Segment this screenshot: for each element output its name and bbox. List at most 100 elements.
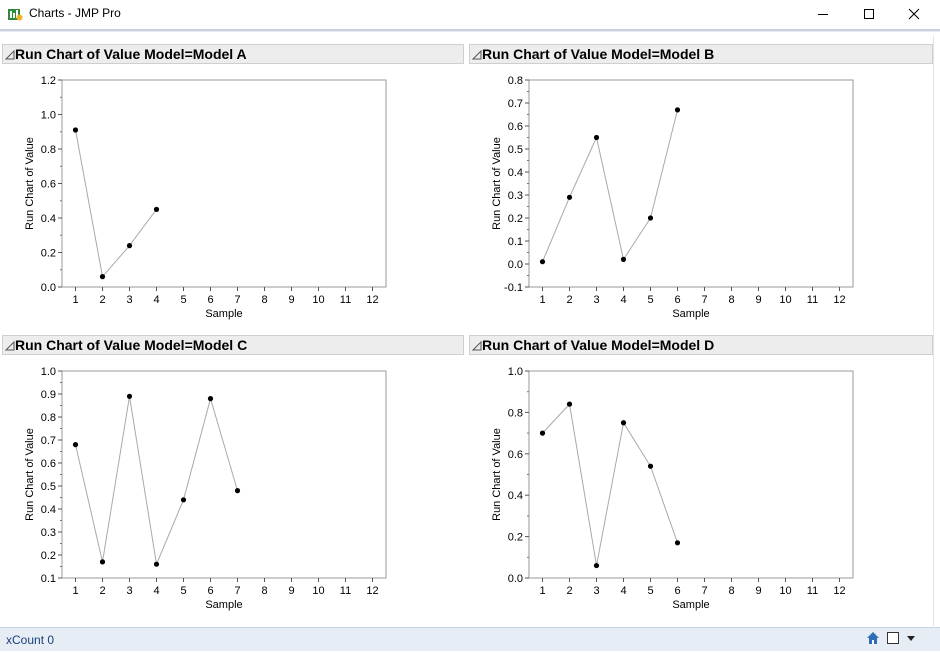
- plot-frame: [61, 79, 387, 288]
- x-tick-label: 5: [647, 294, 653, 306]
- data-point: [593, 562, 600, 569]
- data-point: [234, 488, 241, 494]
- data-point: [153, 561, 160, 567]
- panel-header-model-c[interactable]: Run Chart of Value Model=Model C: [2, 335, 464, 355]
- close-button[interactable]: [891, 0, 937, 28]
- x-tick-label: 5: [647, 585, 653, 597]
- panel-title: Run Chart of Value Model=Model C: [15, 337, 248, 353]
- data-point: [99, 559, 106, 565]
- x-tick-label: 10: [312, 585, 324, 597]
- dropdown-arrow-icon[interactable]: [906, 631, 916, 645]
- x-tick-label: 11: [807, 294, 818, 306]
- x-tick-label: 8: [261, 294, 267, 306]
- y-tick-label: 0.8: [508, 407, 523, 419]
- x-tick-label: 9: [288, 294, 294, 306]
- x-tick-label: 10: [779, 585, 791, 597]
- x-tick-label: 9: [755, 294, 761, 306]
- x-tick-label: 8: [728, 585, 734, 597]
- panel-title: Run Chart of Value Model=Model B: [482, 46, 715, 62]
- disclosure-triangle-icon[interactable]: [5, 341, 15, 351]
- y-tick-label: 0.4: [508, 167, 523, 179]
- x-tick-label: 11: [807, 585, 818, 597]
- x-tick-label: 6: [207, 585, 213, 597]
- y-tick-label: 0.6: [41, 458, 56, 470]
- data-point: [126, 243, 133, 249]
- y-tick-label: 0.5: [41, 481, 56, 493]
- maximize-button[interactable]: [846, 0, 892, 28]
- x-tick-label: 8: [261, 585, 267, 597]
- x-tick-label: 2: [99, 585, 105, 597]
- x-tick-label: 3: [593, 585, 599, 597]
- disclosure-triangle-icon[interactable]: [472, 341, 482, 351]
- x-tick-label: 10: [312, 294, 324, 306]
- x-tick-label: 4: [153, 294, 159, 306]
- x-tick-label: 11: [340, 585, 351, 597]
- data-point: [72, 127, 79, 133]
- y-tick-label: 0.8: [508, 75, 523, 87]
- data-point: [674, 107, 681, 113]
- panel-header-model-d[interactable]: Run Chart of Value Model=Model D: [469, 335, 933, 355]
- data-point: [647, 215, 654, 221]
- data-point: [539, 259, 546, 265]
- title-divider: [0, 29, 940, 31]
- x-tick-label: 4: [620, 585, 626, 597]
- y-axis-label: Run Chart of Value: [24, 137, 36, 230]
- data-point: [207, 396, 214, 402]
- x-axis-label: Sample: [672, 599, 709, 611]
- window-layout-icon[interactable]: [886, 631, 900, 645]
- x-tick-label: 2: [99, 294, 105, 306]
- y-tick-label: 0.6: [508, 449, 523, 461]
- x-tick-label: 2: [566, 294, 572, 306]
- run-chart-model-b: 1 2 3 4 5 6 7 8 9 10 11 12-0.10.00.10.20.30.40.50.6…: [491, 75, 854, 320]
- x-tick-label: 12: [366, 585, 378, 597]
- y-tick-label: 0.5: [508, 144, 523, 156]
- x-axis-label: Sample: [672, 308, 709, 320]
- x-tick-label: 5: [180, 585, 186, 597]
- y-tick-label: 0.6: [508, 121, 523, 133]
- minimize-icon: [818, 14, 828, 15]
- x-tick-label: 4: [153, 585, 159, 597]
- x-tick-label: 5: [180, 294, 186, 306]
- y-axis-label: Run Chart of Value: [24, 428, 36, 521]
- data-point: [674, 540, 681, 546]
- y-tick-label: 0.0: [508, 573, 523, 585]
- x-tick-label: 7: [234, 585, 240, 597]
- x-tick-label: 11: [340, 294, 351, 306]
- minimize-button[interactable]: [800, 0, 846, 28]
- y-tick-label: 0.3: [508, 190, 523, 202]
- y-tick-label: 0.8: [41, 144, 56, 156]
- panel-header-model-b[interactable]: Run Chart of Value Model=Model B: [469, 44, 933, 64]
- x-tick-label: 4: [620, 294, 626, 306]
- y-tick-label: 1.0: [41, 366, 56, 378]
- y-axis-label: Run Chart of Value: [491, 428, 503, 521]
- x-tick-label: 9: [288, 585, 294, 597]
- y-tick-label: 0.2: [508, 213, 523, 225]
- y-tick-label: 0.4: [41, 504, 56, 516]
- x-tick-label: 8: [728, 294, 734, 306]
- panel-header-model-a[interactable]: Run Chart of Value Model=Model A: [2, 44, 464, 64]
- plot-frame: [528, 79, 854, 288]
- run-chart-model-c: 1 2 3 4 5 6 7 8 9 10 11 120.10.20.30.40.50.60.70.80…: [24, 366, 387, 611]
- disclosure-triangle-icon[interactable]: [5, 50, 15, 60]
- x-tick-label: 6: [674, 294, 680, 306]
- x-tick-label: 2: [566, 585, 572, 597]
- y-tick-label: 1.0: [508, 366, 523, 378]
- data-point: [72, 442, 79, 448]
- y-tick-label: 0.0: [508, 259, 523, 271]
- x-tick-label: 3: [126, 294, 132, 306]
- panel-title: Run Chart of Value Model=Model A: [15, 46, 247, 62]
- y-tick-label: 0.1: [41, 573, 56, 585]
- x-tick-label: 1: [72, 585, 78, 597]
- vertical-scrollbar[interactable]: [933, 36, 940, 626]
- data-point: [99, 274, 106, 280]
- disclosure-triangle-icon[interactable]: [472, 50, 482, 60]
- x-tick-label: 7: [701, 585, 707, 597]
- data-point: [180, 497, 187, 503]
- x-axis-label: Sample: [205, 599, 242, 611]
- x-tick-label: 1: [72, 294, 78, 306]
- close-icon: [908, 8, 920, 20]
- home-icon[interactable]: [866, 631, 880, 645]
- x-tick-label: 1: [539, 585, 545, 597]
- series-line: [542, 109, 678, 262]
- plot-frame: [61, 370, 387, 579]
